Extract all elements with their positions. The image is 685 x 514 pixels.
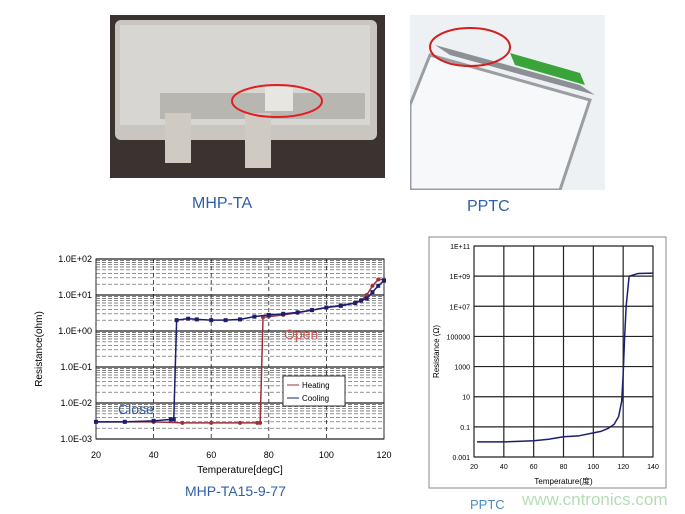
cooling-point	[295, 310, 300, 315]
heating-point	[370, 283, 375, 288]
x-tick-label: 40	[500, 464, 508, 471]
cooling-point	[252, 314, 257, 319]
chart-caption-mhp-ta: MHP-TA15-9-77	[185, 483, 286, 499]
y-axis-label: Resistance(ohm)	[34, 311, 45, 387]
heating-point	[364, 293, 369, 297]
y-tick-label: 0.001	[452, 455, 470, 462]
x-axis-label: Temperature(度)	[534, 476, 593, 486]
y-tick-label: 1.0E+02	[58, 254, 92, 264]
cooling-point	[358, 298, 363, 303]
cooling-point	[324, 305, 329, 310]
x-axis-label: Temperature[degC]	[197, 465, 283, 476]
heating-point	[209, 420, 214, 425]
y-tick-label: 1.0E-03	[60, 434, 92, 444]
cooling-point	[122, 419, 127, 424]
cooling-point	[382, 278, 386, 283]
mhp-ta-battery-photo	[110, 15, 385, 178]
cooling-point	[364, 296, 369, 301]
y-tick-label: 100000	[447, 334, 470, 341]
cooling-point	[174, 318, 179, 323]
cooling-point	[151, 418, 156, 423]
mhp-ta-resistance-chart: 20 40 60 80 100 120 1.0E-03 1.0E-02 1.0E-01 1.0E+…	[34, 254, 392, 476]
cooling-point	[223, 318, 228, 323]
legend: Heating Cooling	[282, 375, 346, 407]
x-tick-label: 20	[91, 450, 101, 460]
x-tick-label: 140	[647, 464, 659, 471]
y-tick-label: 0.1	[460, 425, 470, 432]
heating-point	[376, 277, 381, 282]
pptc-resistance-chart: 20 40 60 80 100 120 140 0.001 0.1 10 1000 100000 1E+…	[428, 236, 667, 489]
photo-caption-pptc: PPTC	[467, 198, 510, 215]
x-tick-label: 60	[206, 450, 216, 460]
photo-caption-mhp-ta: MHP-TA	[192, 195, 253, 212]
cooling-point	[209, 318, 214, 323]
legend-box	[282, 375, 346, 407]
x-tick-label: 40	[149, 450, 159, 460]
cooling-point	[338, 303, 343, 308]
highlight-ellipse	[429, 27, 511, 67]
y-tick-label: 1.0E-01	[60, 362, 92, 372]
heating-point	[258, 420, 263, 425]
y-tick-label: 1E+09	[450, 274, 471, 281]
heating-point	[238, 420, 242, 425]
y-tick-label: 1E+07	[450, 304, 471, 311]
x-tick-label: 120	[376, 450, 391, 460]
y-tick-label: 10	[462, 395, 470, 402]
heating-point	[180, 420, 185, 425]
cooling-point	[194, 317, 199, 322]
series-line-curve	[476, 272, 654, 443]
x-tick-label: 80	[560, 464, 568, 471]
y-tick-label: 1E+11	[450, 244, 470, 251]
x-tick-label: 120	[617, 464, 629, 471]
cooling-point	[171, 417, 176, 422]
x-tick-label: 100	[319, 450, 334, 460]
y-tick-label: 1.0E+01	[58, 290, 92, 300]
x-tick-label: 20	[470, 464, 478, 471]
legend-label-heating: Heating	[302, 381, 330, 390]
annotation-open: Open	[284, 326, 318, 342]
cooling-point	[353, 300, 358, 305]
watermark: www.cntronics.com	[522, 490, 668, 509]
y-tick-label: 1000	[454, 365, 470, 372]
cooling-point	[94, 419, 98, 424]
chart-caption-pptc: PPTC	[470, 497, 505, 512]
cooling-point	[168, 417, 173, 422]
heating-point	[255, 420, 260, 425]
highlight-ellipse	[231, 84, 323, 118]
x-tick-label: 60	[530, 464, 538, 471]
y-tick-label: 1.0E-02	[60, 398, 92, 408]
y-axis-label: Resistance (Ω)	[432, 325, 441, 378]
cooling-point	[186, 316, 191, 321]
y-tick-label: 1.0E+00	[58, 326, 92, 336]
cooling-point	[238, 317, 242, 322]
legend-label-cooling: Cooling	[302, 394, 329, 403]
cooling-point	[310, 308, 314, 313]
cooling-point	[281, 311, 286, 316]
x-tick-label: 80	[264, 450, 274, 460]
annotation-close: Close	[118, 401, 154, 417]
x-tick-label: 100	[587, 464, 599, 471]
cooling-point	[370, 290, 375, 295]
cooling-point	[266, 312, 271, 317]
pptc-battery-photo	[410, 15, 605, 190]
cooling-point	[376, 283, 381, 288]
